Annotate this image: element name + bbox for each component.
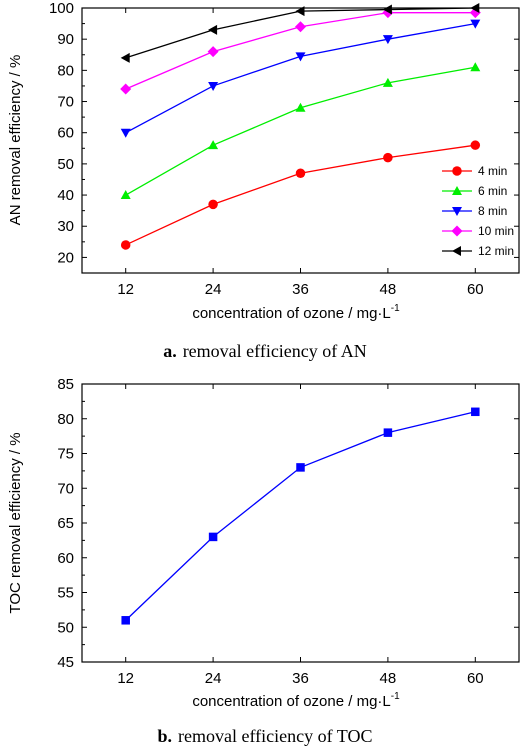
chart-a-x-axis-label-text: concentration of ozone / mg·L: [192, 305, 390, 322]
data-point: [296, 463, 305, 472]
y-tick-label: 55: [57, 585, 74, 602]
x-tick-label: 24: [205, 670, 222, 687]
y-tick-label: 30: [57, 218, 74, 235]
data-point: [208, 24, 218, 35]
data-point: [295, 168, 306, 178]
x-tick-label: 12: [117, 281, 134, 298]
legend-label: 12 min: [478, 244, 514, 258]
legend-marker: [452, 207, 462, 216]
data-point: [382, 77, 393, 87]
chart-a-y-axis-label: AN removal efficiency / %: [7, 55, 24, 226]
data-point: [382, 35, 393, 45]
y-tick-label: 70: [57, 480, 74, 497]
y-tick-label: 20: [57, 249, 74, 266]
chart-a-caption-text: removal efficiency of AN: [183, 341, 367, 361]
chart-b-x-axis-label-text: concentration of ozone / mg·L: [192, 693, 390, 710]
chart-b-caption-label: b.: [158, 726, 173, 746]
data-point: [382, 4, 392, 15]
y-tick-label: 50: [57, 619, 74, 636]
x-tick-label: 60: [467, 281, 484, 298]
data-point: [383, 428, 393, 437]
data-point: [208, 140, 219, 150]
data-point: [120, 52, 130, 63]
x-tick-label: 12: [117, 670, 134, 687]
data-point: [120, 83, 132, 95]
chart-a-x-axis-label-sup: -1: [391, 303, 400, 314]
chart-a-x-axis-label: concentration of ozone / mg·L-1: [192, 303, 400, 322]
series-1: [120, 62, 481, 200]
legend-marker: [452, 186, 462, 195]
chart-a: 12 24 36 48 60 20 30 40 50 60 70 80 90 100 4 min 6 min…: [7, 0, 520, 361]
series-4: [120, 3, 480, 63]
chart-b-caption: b. removal efficiency of TOC: [158, 726, 373, 746]
data-point: [208, 199, 218, 210]
series-0: [120, 140, 481, 250]
x-tick-label: 36: [292, 281, 309, 298]
chart-b-caption-text: removal efficiency of TOC: [178, 726, 372, 746]
legend-marker: [451, 225, 463, 237]
data-point: [295, 6, 305, 17]
y-tick-label: 100: [49, 0, 74, 17]
chart-b-x-axis-label-sup: -1: [391, 691, 400, 702]
chart-a-plot-frame: [81, 7, 520, 274]
data-point: [120, 240, 131, 250]
chart-b-x-axis-label: concentration of ozone / mg·L-1: [192, 691, 400, 710]
data-point: [471, 407, 480, 417]
data-point: [121, 616, 130, 625]
x-tick-label: 48: [380, 281, 397, 298]
chart-b: 12 24 36 48 60 45 50 55 60 65 70 75 80 85 concentrati…: [7, 376, 520, 746]
series-3: [120, 7, 481, 95]
x-tick-label: 48: [380, 670, 397, 687]
y-tick-label: 60: [57, 125, 74, 142]
data-point: [120, 190, 131, 200]
series-line: [125, 22, 476, 134]
chart-a-legend: 4 min 6 min 8 min 10 min 12 min: [442, 164, 514, 258]
chart-a-ticks: 12 24 36 48 60 20 30 40 50 60 70 80 90 100: [49, 0, 519, 298]
chart-b-plot-frame: [81, 383, 520, 663]
series-line: [125, 144, 476, 246]
y-tick-label: 90: [57, 31, 74, 48]
data-point: [207, 46, 219, 58]
data-point: [120, 128, 131, 138]
legend-label: 10 min: [478, 224, 514, 238]
data-point: [470, 3, 480, 13]
y-tick-label: 70: [57, 94, 74, 111]
chart-a-caption-label: a.: [163, 341, 177, 361]
data-point: [208, 81, 219, 91]
x-tick-label: 24: [205, 281, 222, 298]
legend-label: 4 min: [478, 164, 507, 178]
y-tick-label: 50: [57, 156, 74, 173]
y-tick-label: 60: [57, 550, 74, 567]
series-line: [125, 411, 476, 621]
data-point: [470, 140, 481, 150]
series-0: [121, 407, 480, 625]
legend-marker: [452, 166, 462, 176]
data-point: [295, 52, 306, 62]
x-tick-label: 60: [467, 670, 484, 687]
y-tick-label: 40: [57, 187, 74, 204]
data-point: [470, 19, 481, 29]
y-tick-label: 75: [57, 446, 74, 463]
data-point: [295, 102, 306, 112]
data-point: [295, 21, 306, 33]
chart-b-series: [121, 407, 480, 625]
y-tick-label: 80: [57, 62, 74, 79]
y-tick-label: 80: [57, 411, 74, 428]
chart-a-caption: a. removal efficiency of AN: [163, 341, 367, 361]
y-tick-label: 65: [57, 515, 74, 532]
y-tick-label: 85: [57, 376, 74, 393]
legend-label: 6 min: [478, 184, 507, 198]
series-2: [120, 19, 481, 138]
legend-marker: [452, 246, 461, 256]
chart-b-ticks: 12 24 36 48 60 45 50 55 60 65 70 75 80 85: [57, 376, 519, 687]
x-tick-label: 36: [292, 670, 309, 687]
data-point: [383, 152, 393, 163]
chart-a-series: [120, 3, 481, 250]
data-point: [208, 532, 218, 542]
y-tick-label: 45: [57, 654, 74, 671]
chart-b-y-axis-label: TOC removal efficiency / %: [7, 432, 24, 613]
legend-label: 8 min: [478, 204, 507, 218]
data-point: [470, 62, 481, 72]
